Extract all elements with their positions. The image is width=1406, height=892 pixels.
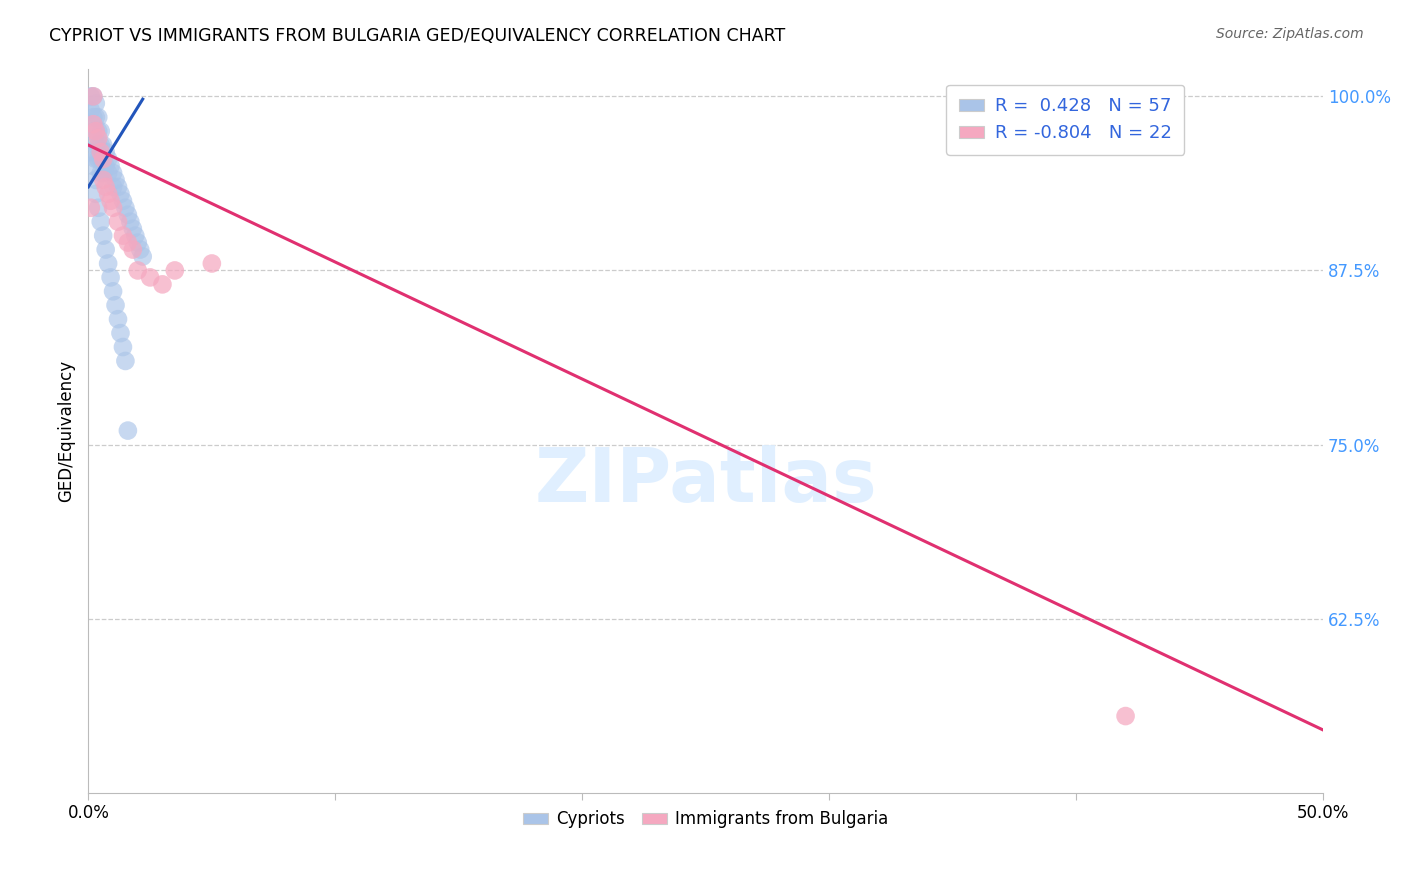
Point — [117, 208, 139, 222]
Point — [139, 270, 162, 285]
Point — [94, 159, 117, 173]
Text: Source: ZipAtlas.com: Source: ZipAtlas.com — [1216, 27, 1364, 41]
Y-axis label: GED/Equivalency: GED/Equivalency — [58, 359, 75, 501]
Point — [121, 243, 143, 257]
Point — [101, 201, 124, 215]
Point — [163, 263, 186, 277]
Point — [84, 186, 107, 201]
Point — [84, 173, 107, 187]
Point — [91, 152, 114, 166]
Point — [104, 173, 127, 187]
Point — [121, 221, 143, 235]
Point — [84, 96, 107, 111]
Point — [110, 186, 132, 201]
Point — [100, 159, 122, 173]
Point — [90, 124, 112, 138]
Point — [84, 124, 107, 138]
Point — [152, 277, 174, 292]
Point — [87, 201, 110, 215]
Point — [82, 124, 104, 138]
Point — [91, 138, 114, 153]
Point — [94, 145, 117, 159]
Point — [101, 180, 124, 194]
Point — [94, 243, 117, 257]
Point — [101, 285, 124, 299]
Point — [82, 159, 104, 173]
Point — [90, 145, 112, 159]
Point — [111, 340, 134, 354]
Point — [97, 152, 120, 166]
Point — [111, 194, 134, 208]
Point — [97, 166, 120, 180]
Point — [127, 235, 149, 250]
Text: CYPRIOT VS IMMIGRANTS FROM BULGARIA GED/EQUIVALENCY CORRELATION CHART: CYPRIOT VS IMMIGRANTS FROM BULGARIA GED/… — [49, 27, 786, 45]
Point — [80, 145, 103, 159]
Point — [87, 152, 110, 166]
Point — [91, 166, 114, 180]
Point — [91, 228, 114, 243]
Point — [94, 180, 117, 194]
Point — [117, 424, 139, 438]
Point — [110, 326, 132, 340]
Point — [91, 152, 114, 166]
Point — [100, 270, 122, 285]
Point — [117, 235, 139, 250]
Point — [84, 138, 107, 153]
Point — [114, 354, 136, 368]
Point — [80, 89, 103, 103]
Point — [84, 124, 107, 138]
Point — [82, 89, 104, 103]
Point — [100, 194, 122, 208]
Point — [90, 138, 112, 153]
Point — [107, 215, 129, 229]
Point — [87, 110, 110, 124]
Point — [82, 117, 104, 131]
Point — [84, 152, 107, 166]
Point — [1115, 709, 1137, 723]
Point — [82, 110, 104, 124]
Point — [91, 173, 114, 187]
Point — [90, 215, 112, 229]
Point — [82, 89, 104, 103]
Point — [111, 228, 134, 243]
Point — [84, 110, 107, 124]
Point — [201, 256, 224, 270]
Point — [90, 166, 112, 180]
Legend: Cypriots, Immigrants from Bulgaria: Cypriots, Immigrants from Bulgaria — [516, 804, 896, 835]
Point — [87, 131, 110, 145]
Point — [131, 250, 153, 264]
Point — [97, 256, 120, 270]
Point — [124, 228, 146, 243]
Text: ZIPatlas: ZIPatlas — [534, 445, 877, 517]
Point — [97, 186, 120, 201]
Point — [107, 312, 129, 326]
Point — [127, 263, 149, 277]
Point — [90, 152, 112, 166]
Point — [101, 166, 124, 180]
Point — [114, 201, 136, 215]
Point — [104, 298, 127, 312]
Point — [87, 138, 110, 153]
Point — [87, 124, 110, 138]
Point — [107, 180, 129, 194]
Point — [80, 201, 103, 215]
Point — [120, 215, 142, 229]
Point — [129, 243, 152, 257]
Point — [80, 103, 103, 118]
